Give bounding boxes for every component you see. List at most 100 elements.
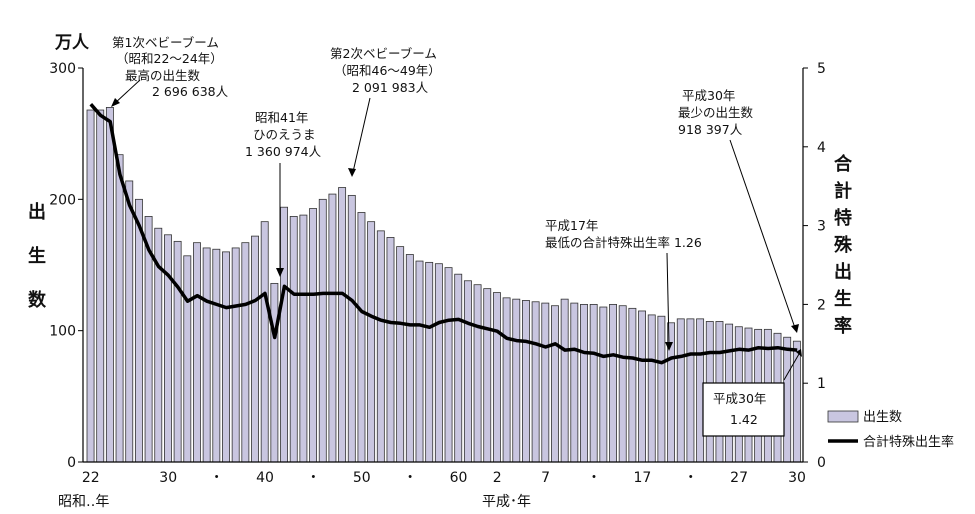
right-axis-label: 合計特殊出生率 [834, 153, 853, 337]
bar [115, 154, 124, 463]
bar [347, 194, 356, 463]
x-tick-label: ・ [403, 470, 417, 486]
arrowhead [111, 98, 120, 107]
legend-line-label: 合計特殊出生率 [863, 434, 954, 450]
left-tick-label: 300 [49, 61, 76, 77]
bar [309, 208, 318, 463]
x-ticks: 22 30 ・ 40 ・ 50 ・ 60 2 7 ・ 17 ・ 27 30 [82, 470, 806, 486]
x-tick-label: 2 [493, 470, 502, 486]
bar [367, 221, 376, 463]
annotation-baby-boom-1: 第1次ベビーブーム （昭和22～24年） 最高の出生数 2 696 638人 [111, 35, 229, 107]
bar [251, 235, 259, 463]
bar [415, 260, 424, 463]
arrowhead [796, 349, 802, 357]
annotation-line: 最高の出生数 [125, 68, 201, 83]
bar [105, 107, 114, 463]
bar [386, 237, 395, 463]
x-era-showa: 昭和‥年 [58, 494, 109, 510]
right-axis-label-char: 生 [834, 288, 852, 310]
legend: 出生数 合計特殊出生率 [827, 410, 954, 450]
bar [125, 180, 134, 463]
right-axis-label-char: 特 [834, 207, 852, 229]
bar [231, 247, 240, 463]
x-tick-label: 27 [730, 470, 748, 486]
left-tick-label: 0 [67, 455, 76, 471]
right-axis-label-char: 合 [834, 153, 853, 175]
bar [299, 214, 308, 463]
annotation-line: 2 696 638人 [152, 84, 229, 99]
bar [541, 302, 550, 463]
bar [463, 280, 472, 463]
x-tick-label: 50 [353, 470, 371, 486]
bar [318, 198, 327, 463]
bar [647, 314, 656, 463]
bar [618, 305, 627, 463]
left-axis-label: 出生数 [28, 201, 47, 311]
bar [338, 187, 347, 463]
x-tick-label: 17 [633, 470, 651, 486]
left-tick-label: 200 [49, 192, 76, 208]
right-tick-label: 1 [817, 376, 826, 392]
arrowhead [276, 268, 284, 277]
right-tick-label: 5 [817, 61, 826, 77]
left-axis-label-char: 出 [28, 201, 46, 223]
annotation-line: （昭和46～49年） [334, 63, 441, 78]
annotation-min-rate: 平成17年 最低の合計特殊出生率 1.26 [545, 218, 702, 351]
x-tick-label: 30 [788, 470, 806, 486]
bar [473, 284, 482, 463]
bar [454, 273, 463, 463]
left-axis-label-char: 生 [28, 245, 46, 267]
bar [280, 206, 288, 463]
legend-bar-swatch [827, 410, 859, 423]
bar [212, 248, 221, 463]
annotation-line: 平成17年 [545, 218, 598, 233]
annotation-line: 918 397人 [678, 122, 743, 137]
bar [676, 318, 685, 463]
x-tick-label: 60 [450, 470, 468, 486]
right-axis-label-char: 計 [834, 180, 852, 202]
annotation-arrow [729, 139, 796, 329]
x-tick-label: ・ [684, 470, 698, 486]
bar [512, 298, 521, 463]
annotation-rate-2018: 平成30年 1.42 [702, 349, 802, 437]
left-axis-label-char: 数 [28, 289, 47, 311]
right-tick-label: 0 [817, 455, 826, 471]
bar [425, 261, 434, 463]
bars-group [86, 107, 801, 463]
bar [202, 247, 211, 463]
right-axis-label-char: 率 [834, 315, 852, 337]
bar [270, 282, 279, 463]
annotation-hinoeuma: 昭和41年 ひのえうま 1 360 974人 [245, 110, 322, 277]
bar [609, 303, 617, 463]
x-tick-label: 40 [256, 470, 274, 486]
right-axis-label-char: 出 [834, 261, 852, 283]
bar [183, 255, 192, 463]
bar [434, 263, 443, 463]
annotation-line: 2 091 983人 [352, 80, 429, 95]
bar [193, 242, 201, 463]
arrowhead [791, 324, 799, 333]
rate-line [89, 103, 798, 365]
bar [502, 297, 511, 463]
bar [628, 307, 637, 463]
bar [792, 340, 801, 463]
bar [357, 212, 366, 463]
annotation-line: 1 360 974人 [245, 144, 322, 159]
bar [405, 254, 414, 463]
bar [444, 267, 453, 463]
x-tick-label: ・ [587, 470, 601, 486]
bar [657, 315, 666, 463]
annotation-line: 昭和41年 [255, 110, 308, 125]
right-axis-label-char: 殊 [834, 234, 853, 256]
bar [396, 246, 405, 463]
annotation-line: （昭和22～24年） [116, 51, 223, 66]
legend-bar-label: 出生数 [863, 410, 902, 425]
bar [638, 310, 646, 463]
annotation-line: ひのえうま [253, 127, 316, 142]
bar [222, 251, 230, 463]
bar [580, 303, 588, 463]
left-tick-label: 100 [49, 324, 76, 340]
bar [173, 240, 182, 463]
right-ticks: 0 1 2 3 4 5 [803, 61, 826, 471]
